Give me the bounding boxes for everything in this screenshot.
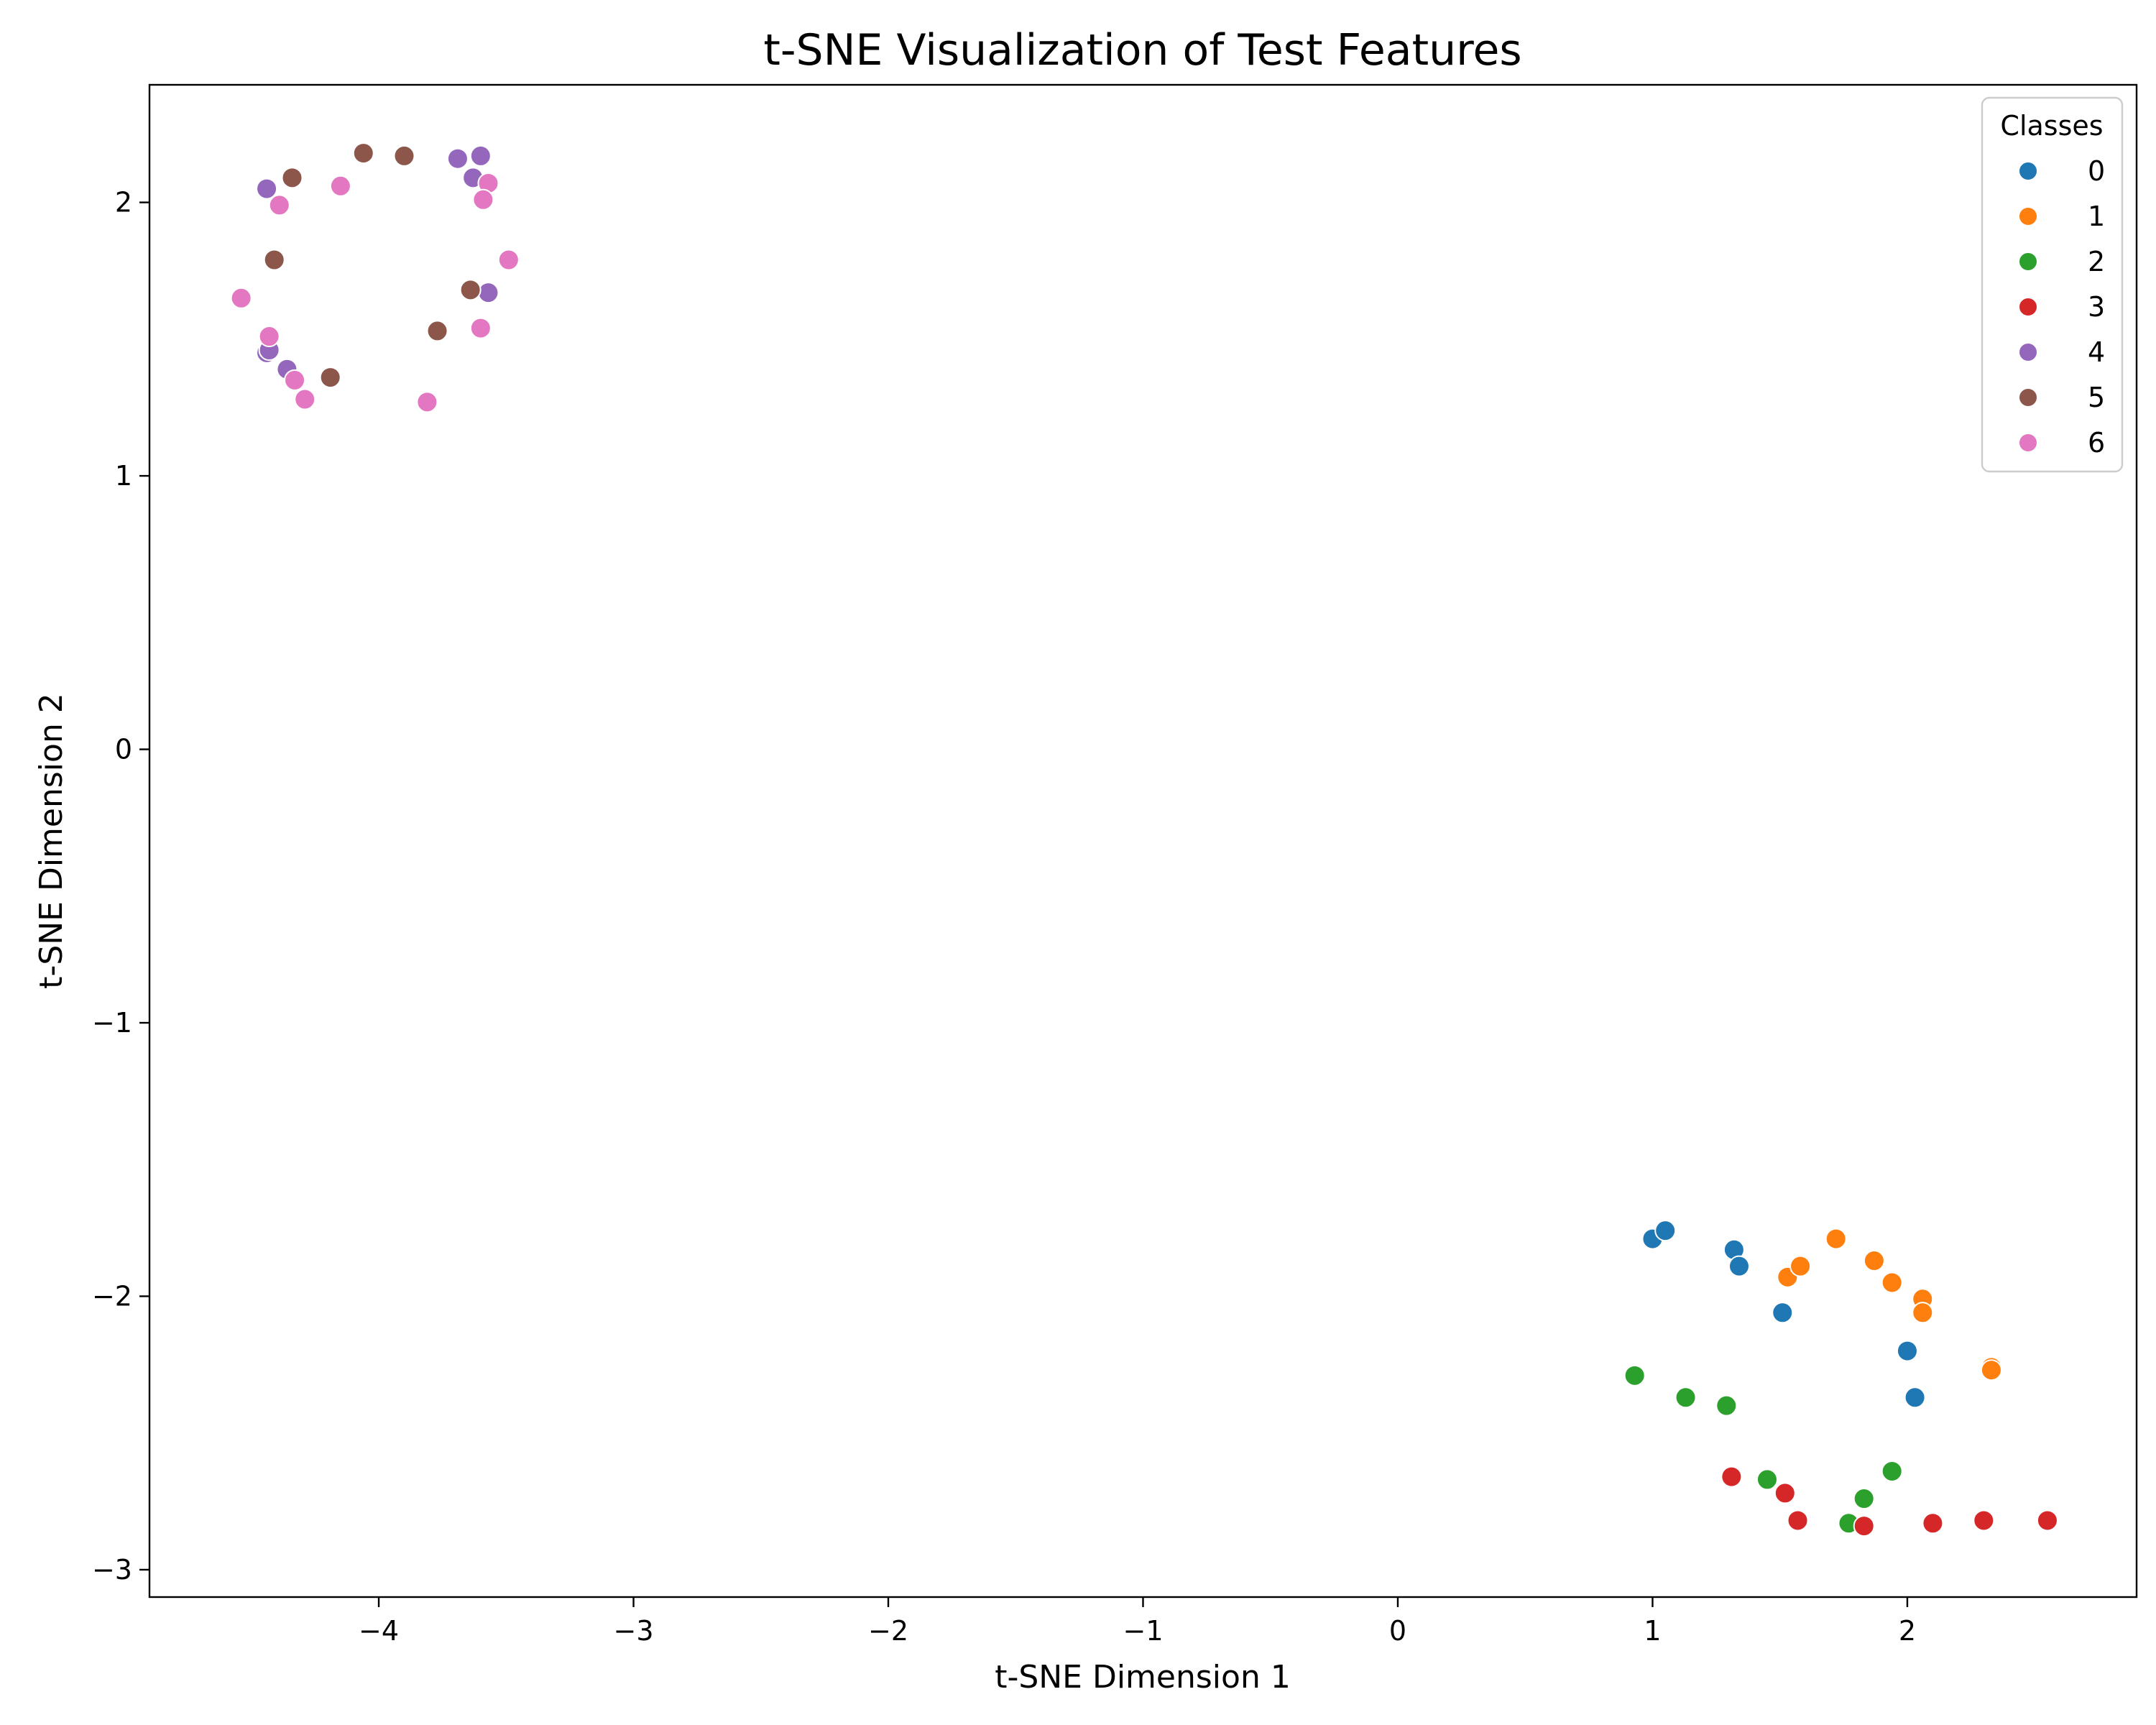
y-tick-label: 2 xyxy=(115,187,132,218)
data-point-class-4 xyxy=(469,144,492,167)
x-tick-label: −2 xyxy=(868,1615,908,1647)
data-point-class-1 xyxy=(1980,1359,2002,1381)
y-tick-label: −3 xyxy=(92,1554,132,1586)
legend-items: 0 1 2 3 4 5 6 xyxy=(2018,155,2105,459)
data-point-class-3 xyxy=(1720,1466,1743,1488)
data-point-class-0 xyxy=(1654,1220,1677,1242)
data-point-class-6 xyxy=(497,249,520,271)
legend-marker xyxy=(2018,297,2038,317)
data-point-class-6 xyxy=(268,194,290,216)
x-tick-label: −3 xyxy=(614,1615,654,1647)
data-point-class-5 xyxy=(426,320,448,342)
data-point-class-4 xyxy=(256,178,278,200)
data-point-class-5 xyxy=(319,367,341,389)
legend-marker xyxy=(2018,161,2038,181)
data-point-class-5 xyxy=(352,142,374,165)
data-point-class-3 xyxy=(1922,1512,1944,1535)
data-point-class-0 xyxy=(1772,1302,1794,1324)
x-tick-label: 0 xyxy=(1389,1615,1406,1647)
legend-label: 0 xyxy=(2088,155,2105,187)
data-point-class-6 xyxy=(416,391,438,413)
data-point-class-3 xyxy=(1787,1509,1809,1532)
legend: Classes 0 1 2 3 4 5 6 xyxy=(1981,96,2124,473)
data-point-class-2 xyxy=(1881,1460,1903,1482)
y-tick-label: −2 xyxy=(92,1280,132,1312)
data-point-class-5 xyxy=(459,279,482,301)
legend-marker xyxy=(2018,206,2038,226)
legend-label: 6 xyxy=(2088,427,2105,459)
legend-title: Classes xyxy=(2000,110,2103,142)
data-point-class-2 xyxy=(1715,1394,1738,1417)
data-point-class-3 xyxy=(1973,1509,1995,1532)
data-point-class-6 xyxy=(230,287,252,309)
legend-marker xyxy=(2018,433,2038,453)
x-axis-label: t-SNE Dimension 1 xyxy=(995,1659,1291,1696)
legend-marker xyxy=(2018,387,2038,408)
y-tick-label: 1 xyxy=(115,460,132,492)
data-point-class-6 xyxy=(294,388,316,410)
legend-label: 2 xyxy=(2088,246,2105,277)
legend-marker xyxy=(2018,342,2038,362)
x-tick-label: −4 xyxy=(359,1615,399,1647)
ticks-layer: −4 −3 −2 −1 0 1 2 −3 −2 −1 0 1 2 xyxy=(92,187,1916,1647)
legend-label: 5 xyxy=(2088,382,2105,413)
data-point-class-2 xyxy=(1674,1386,1697,1409)
data-point-class-2 xyxy=(1756,1468,1778,1491)
data-point-class-1 xyxy=(1863,1250,1885,1272)
data-point-class-0 xyxy=(1896,1340,1918,1362)
data-point-class-6 xyxy=(329,175,351,197)
legend-label: 1 xyxy=(2088,201,2105,232)
data-point-class-1 xyxy=(1881,1271,1903,1294)
y-tick-label: −1 xyxy=(92,1007,132,1039)
data-point-class-0 xyxy=(1904,1386,1926,1409)
data-point-class-1 xyxy=(1825,1228,1847,1250)
data-point-class-3 xyxy=(1774,1482,1796,1504)
data-point-class-2 xyxy=(1623,1364,1646,1386)
legend-marker xyxy=(2018,252,2038,272)
data-point-class-6 xyxy=(258,326,280,348)
data-point-class-0 xyxy=(1728,1255,1750,1277)
data-point-class-5 xyxy=(281,167,303,189)
chart-title: t-SNE Visualization of Test Features xyxy=(763,25,1521,75)
data-point-class-2 xyxy=(1853,1488,1875,1510)
y-tick-label: 0 xyxy=(115,734,132,765)
data-point-class-1 xyxy=(1912,1302,1934,1324)
data-point-class-3 xyxy=(2036,1509,2058,1532)
points-layer xyxy=(230,142,2058,1537)
x-tick-label: −1 xyxy=(1123,1615,1163,1647)
data-point-class-5 xyxy=(393,144,415,167)
legend-label: 3 xyxy=(2088,291,2105,323)
data-point-class-5 xyxy=(263,249,285,271)
x-tick-label: 1 xyxy=(1644,1615,1661,1647)
data-point-class-4 xyxy=(446,147,469,170)
data-point-class-6 xyxy=(472,188,494,211)
legend-box xyxy=(1981,96,2124,473)
y-axis-label: t-SNE Dimension 2 xyxy=(33,693,70,989)
data-point-class-3 xyxy=(1853,1515,1875,1537)
data-point-class-4 xyxy=(477,282,499,304)
legend-label: 4 xyxy=(2088,336,2105,368)
data-point-class-6 xyxy=(469,317,492,339)
plot-frame xyxy=(148,83,2138,1598)
x-tick-label: 2 xyxy=(1899,1615,1916,1647)
data-point-class-1 xyxy=(1789,1255,1812,1277)
data-point-class-6 xyxy=(284,369,306,391)
